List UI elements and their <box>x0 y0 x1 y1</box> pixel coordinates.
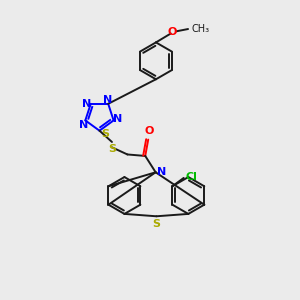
Text: N: N <box>113 114 122 124</box>
Text: O: O <box>145 126 154 136</box>
Text: Cl: Cl <box>185 172 197 182</box>
Text: S: S <box>152 219 160 229</box>
Text: S: S <box>109 144 116 154</box>
Text: S: S <box>101 129 109 139</box>
Text: N: N <box>157 167 166 177</box>
Text: CH₃: CH₃ <box>192 24 210 34</box>
Text: O: O <box>168 27 177 37</box>
Text: N: N <box>103 94 112 105</box>
Text: N: N <box>79 120 88 130</box>
Text: N: N <box>82 99 91 109</box>
